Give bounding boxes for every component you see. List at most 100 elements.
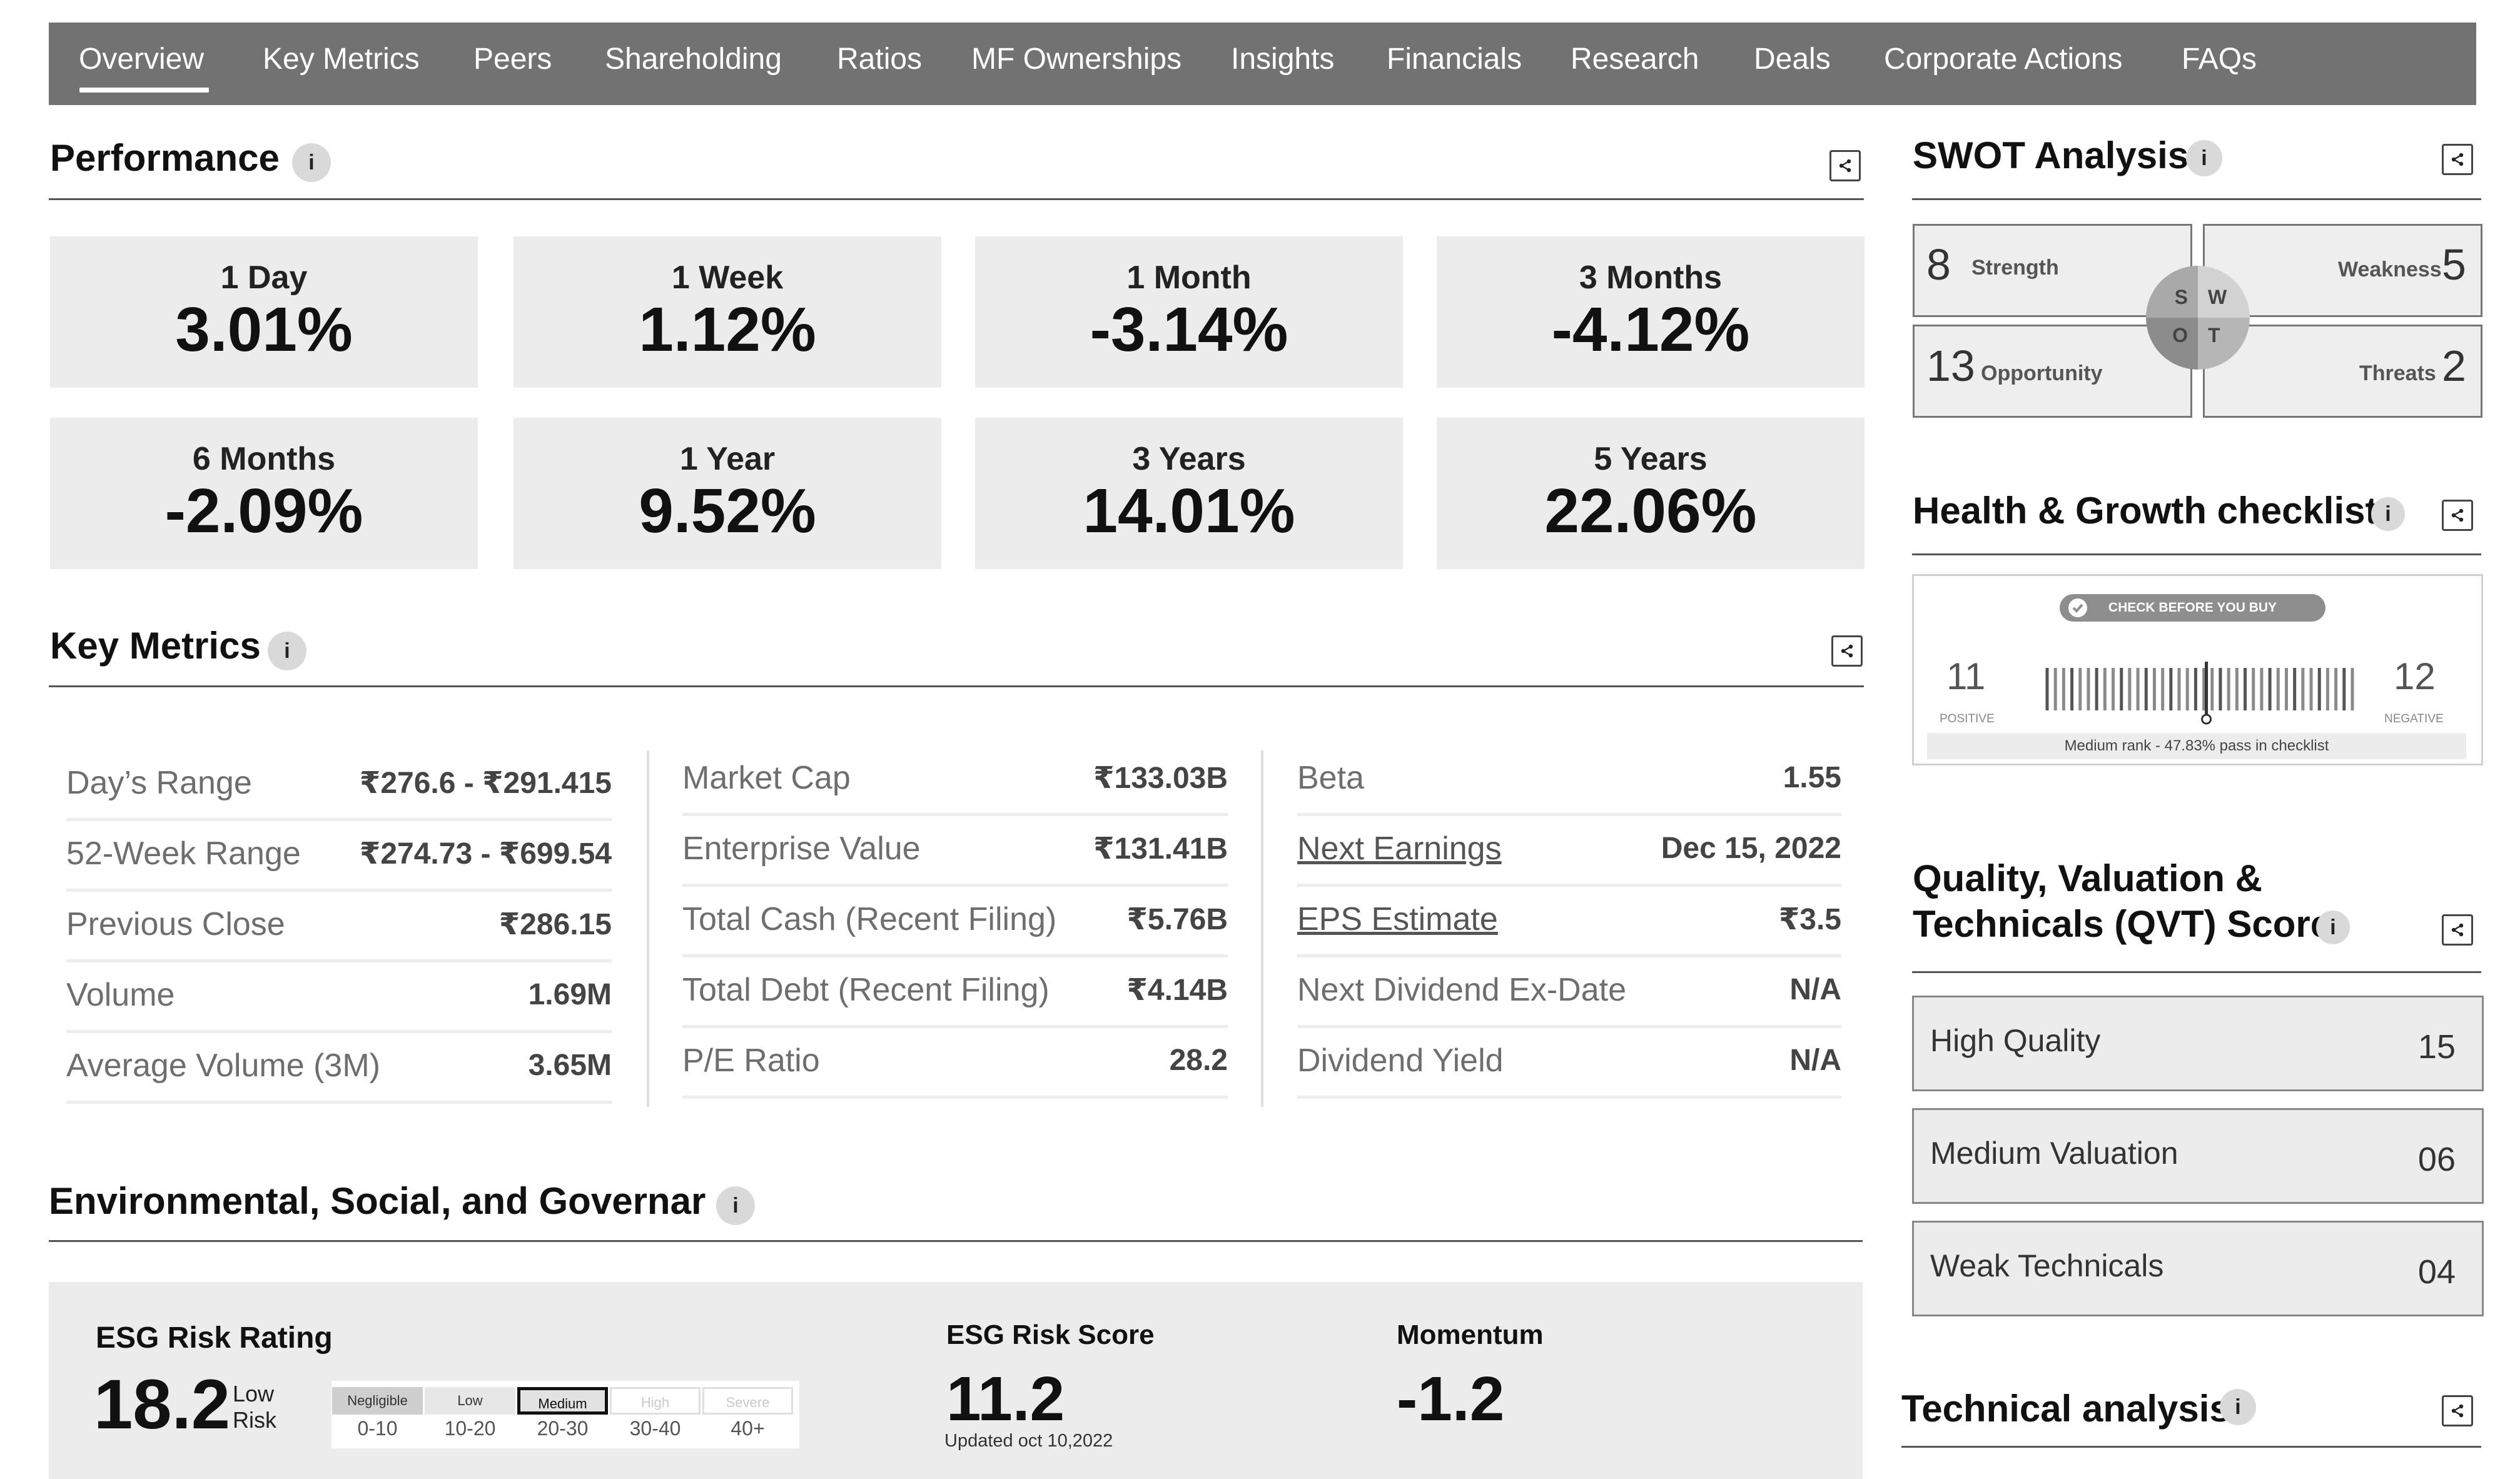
metric-row: Day’s Range ₹276.6 - ₹291.415 bbox=[66, 750, 612, 821]
tab-insights[interactable]: Insights bbox=[1231, 43, 1335, 76]
swot-t-letter: T bbox=[2208, 324, 2220, 346]
perf-card-5-years: 5 Years 22.06% bbox=[1437, 418, 1865, 569]
checklist-tick bbox=[2235, 668, 2239, 710]
metric-row: Market Cap ₹133.03B bbox=[682, 745, 1228, 816]
scale-range: 20-30 bbox=[537, 1417, 589, 1440]
checklist-tick bbox=[2202, 668, 2206, 710]
metric-value: ₹131.41B bbox=[1093, 832, 1228, 866]
swot-opportunity[interactable] bbox=[1913, 325, 2192, 418]
metric-row: Enterprise Value ₹131.41B bbox=[682, 816, 1228, 887]
scale-range: 0-10 bbox=[357, 1417, 398, 1440]
perf-card-1-year: 1 Year 9.52% bbox=[514, 418, 941, 569]
qvt-label: Weak Technicals bbox=[1930, 1248, 2164, 1283]
info-icon[interactable]: i bbox=[2220, 1389, 2256, 1425]
metric-row: Total Cash (Recent Filing) ₹5.76B bbox=[682, 887, 1228, 957]
esg-title-text: Environmental, Social, and Governar bbox=[49, 1180, 706, 1222]
share-icon[interactable] bbox=[2442, 914, 2473, 946]
perf-card-value: -4.12% bbox=[1551, 295, 1750, 365]
check-icon bbox=[2068, 598, 2087, 617]
esg-risk-score-value: 11.2 bbox=[946, 1364, 1065, 1434]
perf-card-3-years: 3 Years 14.01% bbox=[975, 418, 1403, 569]
qvt-card-technicals[interactable]: Weak Technicals 04 bbox=[1912, 1221, 2484, 1316]
opportunity-label: Opportunity bbox=[1981, 361, 2103, 385]
qvt-title-line-2: Technicals (QVT) Score bbox=[1913, 903, 2332, 945]
tab-peers[interactable]: Peers bbox=[473, 43, 552, 76]
risk-level-risk: Risk bbox=[233, 1407, 276, 1433]
info-icon[interactable]: i bbox=[2371, 497, 2405, 531]
checklist-tick bbox=[2260, 668, 2264, 710]
badge-text: CHECK BEFORE YOU BUY bbox=[2108, 600, 2277, 615]
checklist-rank-knob bbox=[2201, 714, 2212, 725]
tab-deals[interactable]: Deals bbox=[1754, 43, 1831, 76]
info-icon[interactable]: i bbox=[2186, 140, 2222, 176]
checklist-tick bbox=[2045, 668, 2049, 710]
metric-value: 3.65M bbox=[528, 1049, 612, 1082]
share-icon[interactable] bbox=[1829, 150, 1861, 181]
perf-card-label: 1 Year bbox=[679, 441, 776, 477]
qvt-card-valuation[interactable]: Medium Valuation 06 bbox=[1912, 1108, 2484, 1204]
metric-key: Market Cap bbox=[682, 760, 851, 796]
next-earnings-link[interactable]: Next Earnings bbox=[1297, 830, 1502, 867]
info-icon[interactable]: i bbox=[292, 143, 331, 182]
metric-value: N/A bbox=[1789, 1044, 1841, 1077]
info-icon[interactable]: i bbox=[2316, 911, 2350, 944]
scale-high: High bbox=[610, 1387, 701, 1415]
metric-key: P/E Ratio bbox=[682, 1042, 820, 1079]
checklist-tick bbox=[2136, 668, 2140, 710]
tab-mf-ownerships[interactable]: MF Ownerships bbox=[971, 43, 1182, 76]
metric-value: ₹276.6 - ₹291.415 bbox=[359, 767, 612, 800]
perf-card-1-month: 1 Month -3.14% bbox=[975, 236, 1403, 388]
share-icon[interactable] bbox=[2442, 144, 2473, 175]
checklist-tick bbox=[2219, 668, 2222, 710]
info-icon[interactable]: i bbox=[268, 632, 306, 670]
info-icon[interactable]: i bbox=[716, 1186, 755, 1225]
tab-financials[interactable]: Financials bbox=[1387, 43, 1522, 76]
positive-label: POSITIVE bbox=[1940, 712, 1995, 725]
perf-card-1-week: 1 Week 1.12% bbox=[514, 236, 941, 388]
share-icon[interactable] bbox=[2442, 500, 2473, 531]
metric-key: Next Dividend Ex-Date bbox=[1297, 972, 1626, 1008]
share-icon[interactable] bbox=[2442, 1395, 2473, 1426]
tab-key-metrics[interactable]: Key Metrics bbox=[263, 43, 420, 76]
checklist-tick bbox=[2284, 668, 2288, 710]
checklist-tick bbox=[2103, 668, 2107, 710]
metric-row: EPS Estimate ₹3.5 bbox=[1297, 887, 1841, 957]
swot-strength[interactable] bbox=[1913, 224, 2192, 317]
negative-label: NEGATIVE bbox=[2384, 712, 2444, 725]
threats-count: 2 bbox=[2442, 341, 2466, 390]
swot-o-quadrant: O bbox=[2146, 318, 2198, 370]
perf-card-1-day: 1 Day 3.01% bbox=[50, 236, 478, 388]
metric-key: 52-Week Range bbox=[66, 835, 301, 872]
tab-corporate-actions[interactable]: Corporate Actions bbox=[1884, 43, 2123, 76]
checklist-tick bbox=[2070, 668, 2074, 710]
metric-key: Enterprise Value bbox=[682, 830, 921, 867]
performance-divider bbox=[49, 198, 1864, 200]
perf-card-value: -3.14% bbox=[1090, 295, 1288, 365]
scale-range: 40+ bbox=[731, 1417, 765, 1440]
column-divider bbox=[647, 750, 649, 1107]
swot-s-letter: S bbox=[2174, 286, 2188, 308]
qvt-card-quality[interactable]: High Quality 15 bbox=[1912, 996, 2484, 1091]
tab-research[interactable]: Research bbox=[1571, 43, 1699, 76]
opportunity-count: 13 bbox=[1926, 341, 1975, 390]
scale-low: Low bbox=[425, 1387, 515, 1415]
qvt-score: 06 bbox=[2417, 1141, 2456, 1178]
tab-overview[interactable]: Overview bbox=[79, 43, 205, 76]
tab-ratios[interactable]: Ratios bbox=[837, 43, 923, 76]
checklist-divider bbox=[1912, 553, 2481, 555]
metric-value: ₹274.73 - ₹699.54 bbox=[359, 837, 612, 871]
checklist-tick bbox=[2325, 668, 2329, 710]
scale-medium-selected: Medium bbox=[517, 1387, 608, 1415]
performance-title: Performance bbox=[50, 137, 280, 179]
perf-card-3-months: 3 Months -4.12% bbox=[1437, 236, 1865, 388]
tab-shareholding[interactable]: Shareholding bbox=[605, 43, 782, 76]
eps-estimate-link[interactable]: EPS Estimate bbox=[1297, 901, 1498, 937]
metric-value: 1.55 bbox=[1783, 761, 1841, 794]
momentum-label: Momentum bbox=[1397, 1320, 1544, 1350]
share-icon[interactable] bbox=[1831, 635, 1863, 667]
perf-card-value: 14.01% bbox=[1083, 476, 1295, 546]
qvt-label: High Quality bbox=[1930, 1023, 2101, 1058]
checklist-tick bbox=[2194, 668, 2197, 710]
tab-faqs[interactable]: FAQs bbox=[2182, 43, 2257, 76]
metric-value: 1.69M bbox=[528, 978, 612, 1011]
